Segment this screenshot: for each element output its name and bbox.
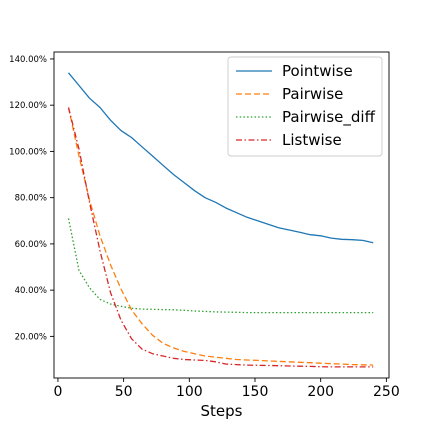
legend-label: Pairwise_diff <box>282 108 376 127</box>
series-line-pairwise <box>67 107 374 366</box>
y-tick-label: 20.00% <box>15 332 47 342</box>
series-line-listwise <box>67 107 374 368</box>
y-tick-label: 120.00% <box>9 101 47 111</box>
axes: 0 50 100 150 200 250 20.00% 40.00% 60.00% 80.00% 1… <box>9 51 400 400</box>
y-tick-label: 140.00% <box>9 55 47 65</box>
y-tick-label: 100.00% <box>9 147 47 157</box>
series-line-pairwise-diff <box>67 218 374 314</box>
legend-box <box>227 56 383 157</box>
x-tick-label: 200 <box>307 384 334 400</box>
legend-label: Pairwise <box>282 85 343 103</box>
series-line-pointwise <box>67 72 374 244</box>
legend: Pointwise Pairwise Pairwise_diff Listwise <box>227 56 383 157</box>
y-tick-label: 60.00% <box>15 240 47 250</box>
x-tick-label: 50 <box>115 384 133 400</box>
x-tick-label: 250 <box>373 384 400 400</box>
x-axis-label: Steps <box>201 402 243 420</box>
y-tick-label: 40.00% <box>15 286 47 296</box>
axes-frame <box>53 51 390 379</box>
legend-label: Pointwise <box>282 62 353 80</box>
x-tick-label: 150 <box>242 384 269 400</box>
y-tick-label: 80.00% <box>15 194 47 204</box>
x-tick-label: 0 <box>53 384 62 400</box>
legend-label: Listwise <box>282 131 342 149</box>
x-tick-label: 100 <box>176 384 203 400</box>
plot-area <box>67 72 374 368</box>
